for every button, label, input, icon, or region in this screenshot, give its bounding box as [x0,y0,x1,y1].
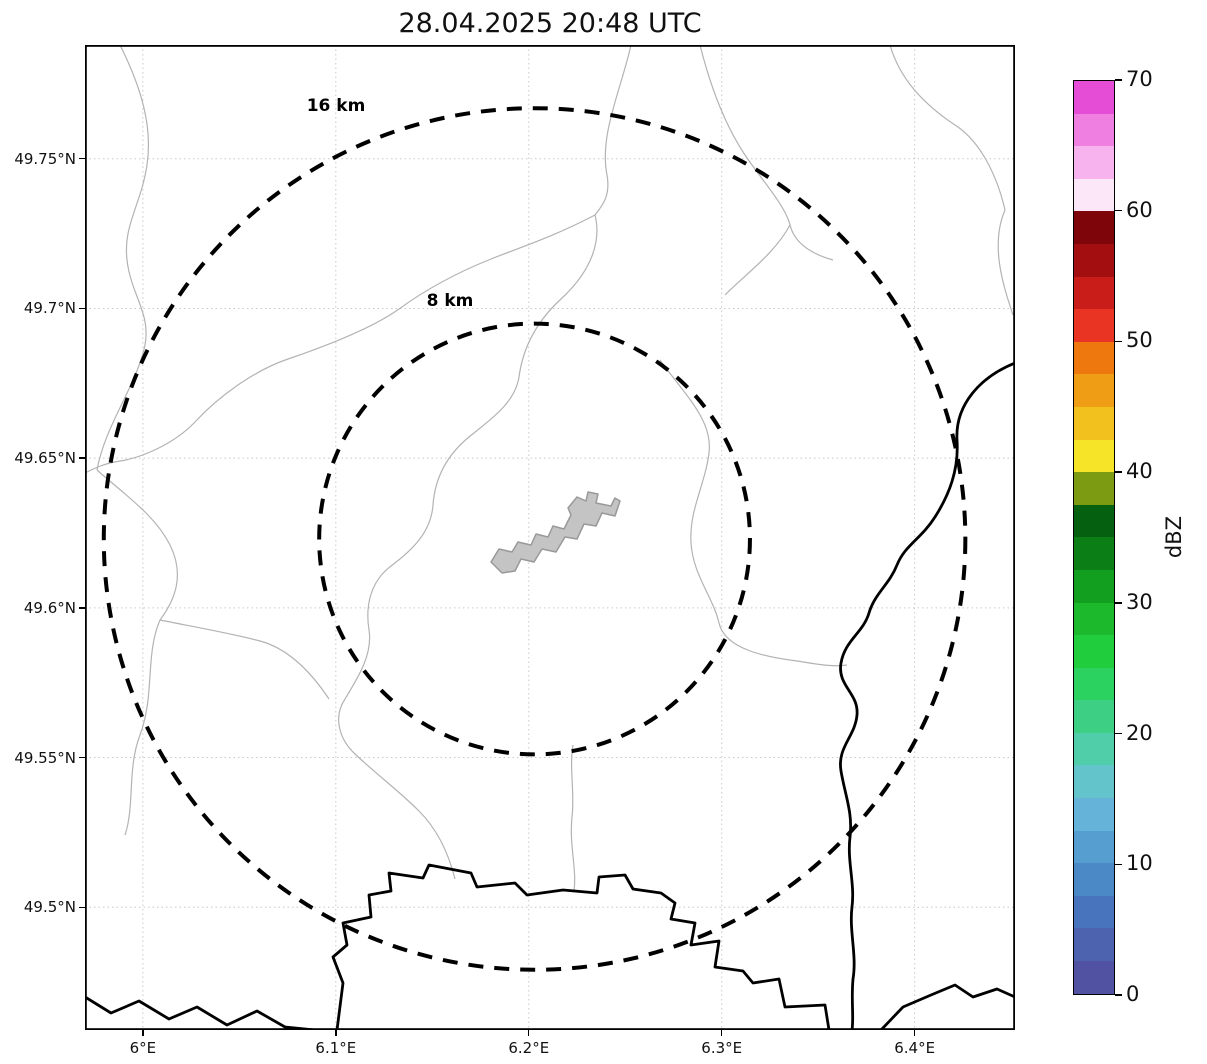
colorbar-tick-mark [1115,79,1122,81]
country-border-line [85,995,317,1030]
admin-boundary-line [159,619,330,700]
admin-boundary-line [594,45,632,216]
colorbar-band [1074,113,1114,147]
admin-boundary-line [889,45,1006,211]
colorbar-band [1074,765,1114,799]
range-ring-8km [317,321,752,757]
colorbar-band [1074,472,1114,505]
colorbar-tick-mark [1115,863,1122,866]
y-tick-mark [79,158,85,160]
admin-boundary-line [570,744,576,892]
x-tick-label: 6.2°E [508,1039,550,1057]
colorbar-band [1074,667,1114,701]
colorbar-tick-mark [1115,340,1122,343]
colorbar-band [1074,537,1114,570]
x-tick-mark [335,1030,337,1036]
colorbar-band [1074,374,1114,407]
x-tick-label: 6°E [129,1039,157,1057]
admin-boundary-line [724,224,791,296]
x-tick-mark [913,1030,916,1036]
y-tick-label: 49.5°N [23,898,76,917]
plot-frame [85,45,1015,1030]
colorbar-band [1074,341,1114,375]
colorbar-band [1074,569,1114,603]
colorbar-tick-label: 70 [1126,67,1153,91]
country-border-line [331,863,831,1030]
admin-boundary-line [85,214,596,474]
colorbar-band [1074,146,1114,179]
country-border-line [879,983,1015,1030]
colorbar-band [1074,81,1114,114]
y-tick-label: 49.65°N [14,449,76,468]
colorbar-band [1074,243,1114,277]
colorbar-band [1074,798,1114,831]
country-border-line [839,361,1015,1030]
x-tick-mark [528,1030,530,1036]
colorbar-tick-mark [1115,994,1122,996]
x-tick-label: 6.1°E [315,1039,357,1057]
colorbar-tick-label: 50 [1126,328,1153,353]
x-tick-label: 6.3°E [701,1039,743,1057]
y-tick-label: 49.6°N [23,598,76,617]
map-plot-area: 16 km 8 km [85,45,1015,1030]
admin-boundary-line [699,45,834,261]
admin-boundary-line [124,619,161,836]
colorbar-band [1074,732,1114,766]
admin-boundary-line [96,45,150,471]
colorbar-band [1074,830,1114,864]
y-tick-label: 49.75°N [14,149,76,168]
range-ring-label: 16 km [307,96,366,116]
colorbar-tick-mark [1115,209,1122,212]
colorbar-band [1074,961,1114,994]
range-ring-label: 8 km [427,291,474,311]
colorbar-tick-label: 0 [1126,982,1140,1006]
colorbar-band [1074,276,1114,310]
colorbar-band [1074,895,1114,929]
y-tick-mark [79,457,85,459]
map-canvas: 16 km 8 km [85,45,1015,1030]
range-ring-16km [101,106,968,972]
colorbar-tick-label: 30 [1126,589,1153,614]
colorbar-band [1074,178,1114,212]
x-tick-label: 6.4°E [894,1039,936,1057]
y-tick-label: 49.55°N [14,748,76,767]
colorbar-band [1074,504,1114,538]
colorbar-band [1074,635,1114,668]
colorbar-tick-label: 40 [1126,459,1153,484]
x-tick-mark [142,1030,144,1036]
colorbar-band [1074,863,1114,896]
y-tick-mark [79,756,85,759]
urban-area-polygon [490,491,621,574]
colorbar-tick-label: 20 [1126,720,1153,745]
admin-boundary-line [338,214,598,880]
colorbar-band [1074,406,1114,440]
colorbar-band [1074,928,1114,962]
admin-boundary-line [659,359,848,667]
colorbar-tick-mark [1115,732,1122,735]
admin-boundary-line [96,469,178,621]
x-tick-mark [721,1030,723,1036]
plot-title: 28.04.2025 20:48 UTC [398,8,702,39]
colorbar-band [1074,700,1114,733]
y-tick-mark [79,906,85,908]
colorbar-band [1074,439,1114,473]
colorbar-axis-label: dBZ [1162,515,1186,559]
colorbar-tick-label: 10 [1126,851,1153,876]
colorbar-tick-mark [1115,471,1122,473]
y-tick-label: 49.7°N [23,299,76,318]
colorbar-tick-label: 60 [1126,197,1153,222]
colorbar [1073,80,1115,995]
colorbar-band [1074,602,1114,636]
colorbar-band [1074,211,1114,244]
y-tick-mark [79,607,85,609]
colorbar-tick-mark [1115,602,1122,604]
admin-boundary-line [997,209,1014,316]
y-tick-mark [79,307,85,310]
colorbar-band [1074,309,1114,342]
